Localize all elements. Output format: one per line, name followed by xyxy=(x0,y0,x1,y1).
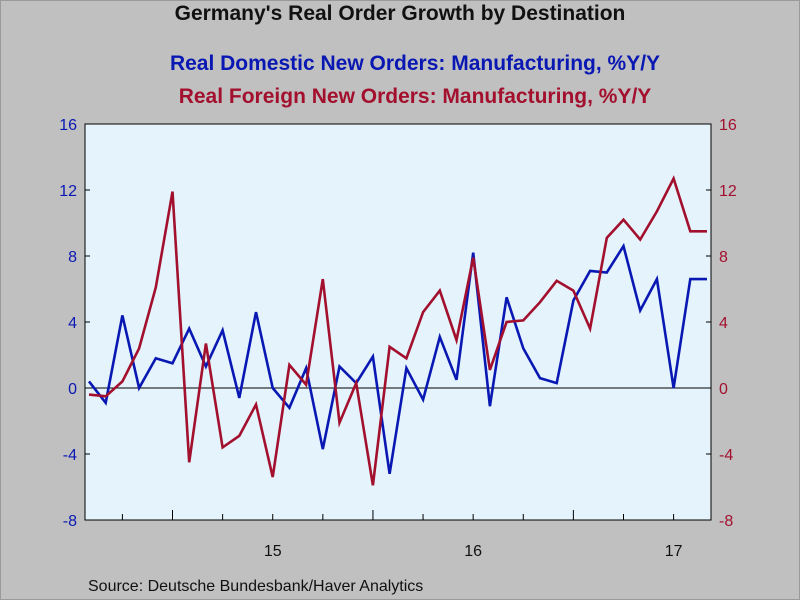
x-tick-label: 17 xyxy=(665,543,683,560)
series-line-foreign xyxy=(88,175,707,486)
x-tick-label: 16 xyxy=(464,543,482,560)
source-note: Source: Deutsche Bundesbank/Haver Analyt… xyxy=(88,578,424,595)
y-tick-label-left: 16 xyxy=(59,117,77,134)
y-tick-label-left: 8 xyxy=(68,249,77,266)
y-tick-label-left: 0 xyxy=(68,381,77,398)
y-tick-label-right: 8 xyxy=(719,249,728,266)
y-tick-label-left: -4 xyxy=(63,447,77,464)
y-tick-label-left: 12 xyxy=(59,183,77,200)
plot-area xyxy=(84,123,712,521)
x-tick-label: 15 xyxy=(264,543,282,560)
y-tick-label-left: 4 xyxy=(68,315,77,332)
series-label-foreign: Real Foreign New Orders: Manufacturing, … xyxy=(178,85,652,108)
series-line-domestic xyxy=(87,242,707,475)
series-label-domestic: Real Domestic New Orders: Manufacturing,… xyxy=(169,52,661,75)
y-tick-label-right: -4 xyxy=(719,447,733,464)
y-tick-label-right: 16 xyxy=(719,117,737,134)
y-tick-label-right: 12 xyxy=(719,183,737,200)
y-tick-label-right: 4 xyxy=(719,315,728,332)
chart-title: Germany's Real Order Growth by Destinati… xyxy=(174,2,626,25)
y-tick-label-right: -8 xyxy=(719,513,733,530)
y-tick-label-right: 0 xyxy=(719,381,728,398)
y-tick-label-left: -8 xyxy=(63,513,77,530)
